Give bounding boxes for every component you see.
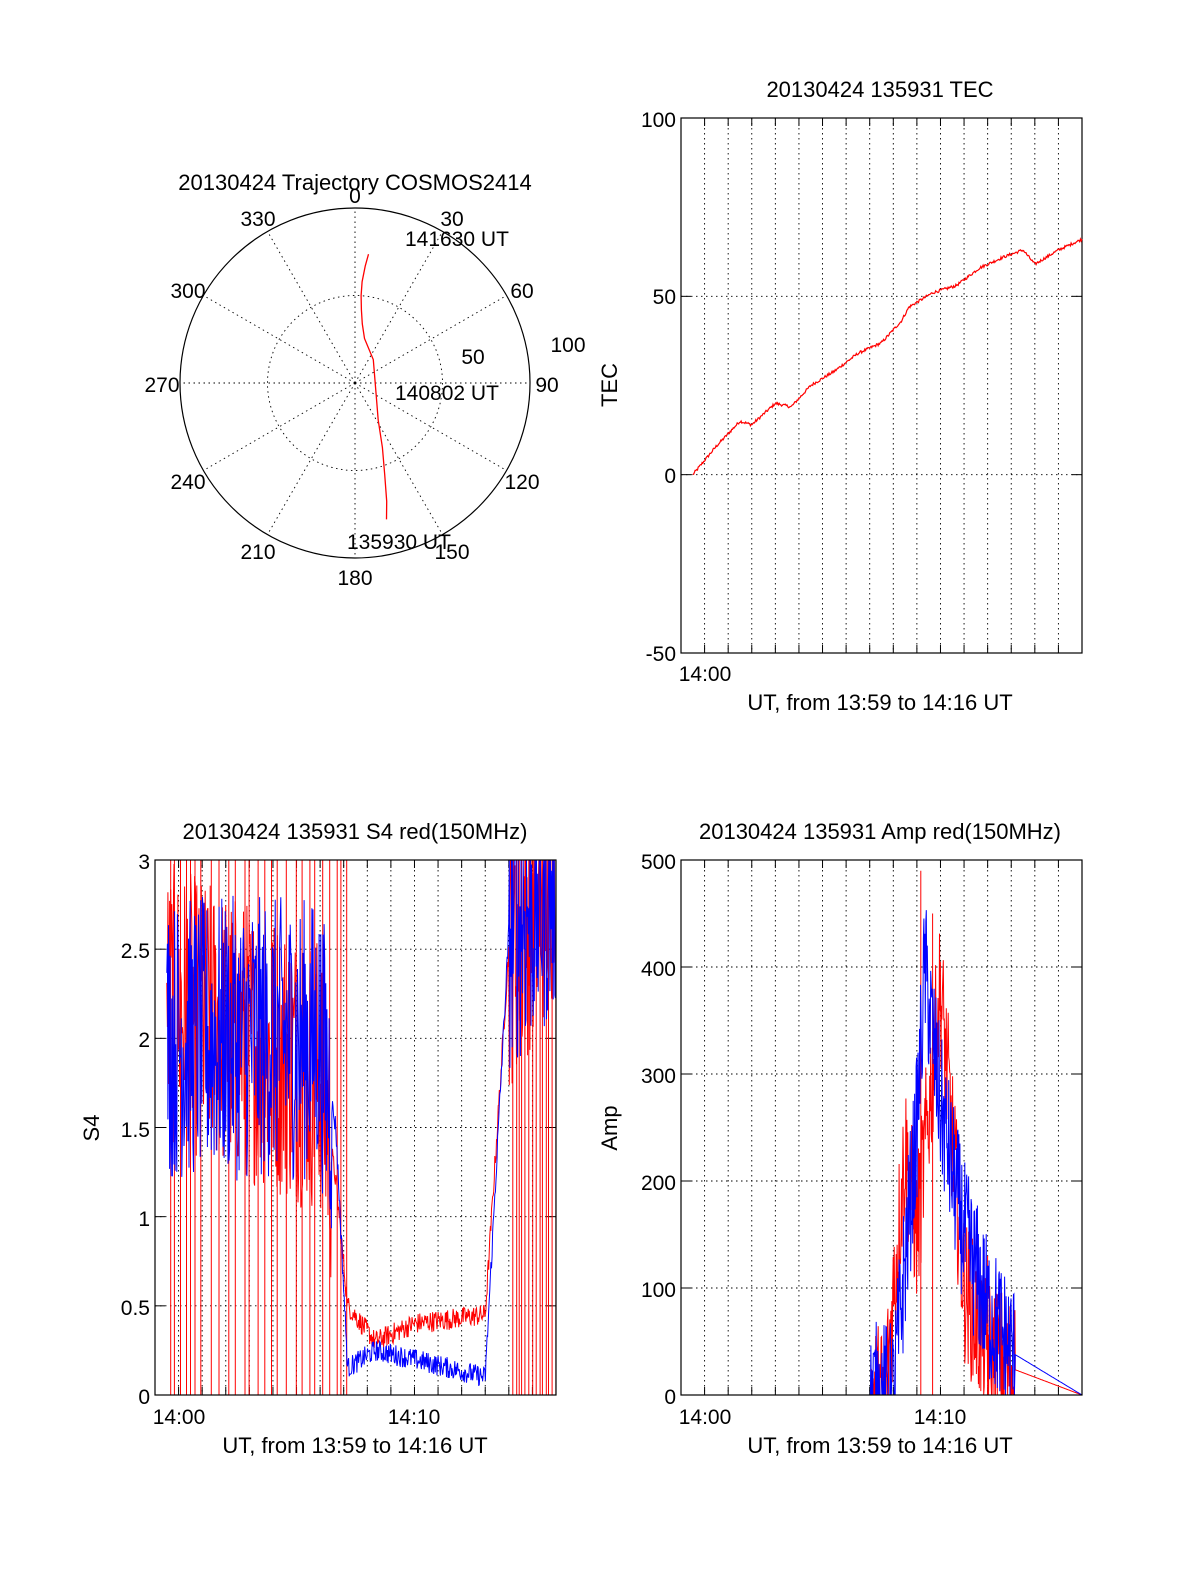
azimuth-label: 330 (240, 208, 275, 231)
tec-title: 20130424 135931 TEC (766, 77, 993, 102)
amp-xlabel: UT, from 13:59 to 14:16 UT (747, 1433, 1012, 1458)
polar-spoke (203, 382, 356, 471)
s4-xlabel: UT, from 13:59 to 14:16 UT (222, 1433, 487, 1458)
s4-title: 20130424 135931 S4 red(150MHz) (183, 819, 528, 844)
trajectory-title: 20130424 Trajectory COSMOS2414 (178, 170, 531, 195)
tec-grid (681, 117, 1082, 654)
polar-spoke (267, 382, 356, 535)
azimuth-label: 60 (510, 280, 533, 303)
trajectory-annotation-start: 135930 UT (347, 531, 451, 554)
s4-blue-series-line (166, 859, 557, 1387)
tec-panel: 20130424 135931 TEC 100 50 0 -50 14:00 U… (597, 77, 1083, 715)
azimuth-label: 240 (170, 471, 205, 494)
azimuth-label: 210 (240, 541, 275, 564)
polar-grid (180, 208, 530, 558)
azimuth-label: 300 (170, 280, 205, 303)
y-tick-label: 500 (641, 851, 676, 874)
y-tick-label: 2.5 (121, 940, 150, 963)
amp-title: 20130424 135931 Amp red(150MHz) (699, 819, 1061, 844)
trajectory-annotation-end: 141630 UT (405, 228, 509, 251)
x-tick-label: 14:00 (679, 1406, 732, 1429)
polar-spoke (203, 295, 356, 384)
azimuth-label: 120 (504, 471, 539, 494)
amp-red-series-line (692, 933, 1083, 1396)
polar-ring (267, 295, 443, 471)
y-tick-label: 50 (653, 286, 676, 309)
radius-label: 50 (461, 346, 484, 369)
trajectory-line (360, 254, 388, 520)
y-tick-label: 100 (641, 109, 676, 132)
amp-grid (681, 859, 1082, 1396)
azimuth-label: 180 (337, 567, 372, 590)
polar-spoke (267, 231, 356, 384)
polar-spoke (354, 382, 443, 535)
polar-spoke (354, 382, 507, 471)
s4-ylabel: S4 (79, 1115, 104, 1142)
s4-panel: 20130424 135931 S4 red(150MHz) 3 2.5 2 1… (79, 819, 557, 1458)
tec-series-line (692, 237, 1083, 475)
y-tick-label: 100 (641, 1279, 676, 1302)
polar-spoke (354, 231, 443, 384)
y-tick-label: 2 (138, 1029, 150, 1052)
s4-plot-frame (154, 859, 557, 1396)
x-tick-label: 14:10 (914, 1406, 967, 1429)
y-tick-label: 1.5 (121, 1119, 150, 1142)
y-tick-label: 400 (641, 958, 676, 981)
x-tick-label: 14:00 (153, 1406, 206, 1429)
s4-red-series-line (166, 859, 557, 1348)
azimuth-label: 90 (535, 374, 558, 397)
polar-outer-circle (179, 207, 531, 559)
x-tick-label: 14:10 (388, 1406, 441, 1429)
y-tick-label: 300 (641, 1065, 676, 1088)
y-tick-label: -50 (646, 643, 676, 666)
amp-plot-frame (680, 859, 1083, 1396)
y-tick-label: 1 (138, 1208, 150, 1231)
y-tick-label: 3 (138, 851, 150, 874)
tec-xlabel: UT, from 13:59 to 14:16 UT (747, 690, 1012, 715)
polar-spoke (354, 295, 507, 384)
amp-ylabel: Amp (597, 1105, 622, 1150)
azimuth-label: 150 (434, 541, 469, 564)
azimuth-label: 30 (440, 208, 463, 231)
amp-panel: 20130424 135931 Amp red(150MHz) 500 400 … (597, 819, 1083, 1458)
y-tick-label: 0 (664, 1386, 676, 1409)
x-tick-label: 14:00 (679, 663, 732, 686)
y-tick-label: 200 (641, 1172, 676, 1195)
azimuth-labels: 0 30 60 90 120 150 180 210 240 270 300 3… (144, 185, 558, 590)
y-tick-label: 0.5 (121, 1297, 150, 1320)
y-tick-label: 0 (664, 465, 676, 488)
tec-plot-frame (680, 117, 1083, 654)
trajectory-panel: 20130424 Trajectory COSMOS2414 0 30 60 9… (144, 170, 585, 590)
tec-ylabel: TEC (597, 363, 622, 407)
azimuth-label: 270 (144, 374, 179, 397)
trajectory-annotation-mid: 140802 UT (395, 382, 499, 405)
y-tick-label: 0 (138, 1386, 150, 1409)
azimuth-label: 0 (349, 185, 361, 208)
radius-label: 100 (550, 334, 585, 357)
